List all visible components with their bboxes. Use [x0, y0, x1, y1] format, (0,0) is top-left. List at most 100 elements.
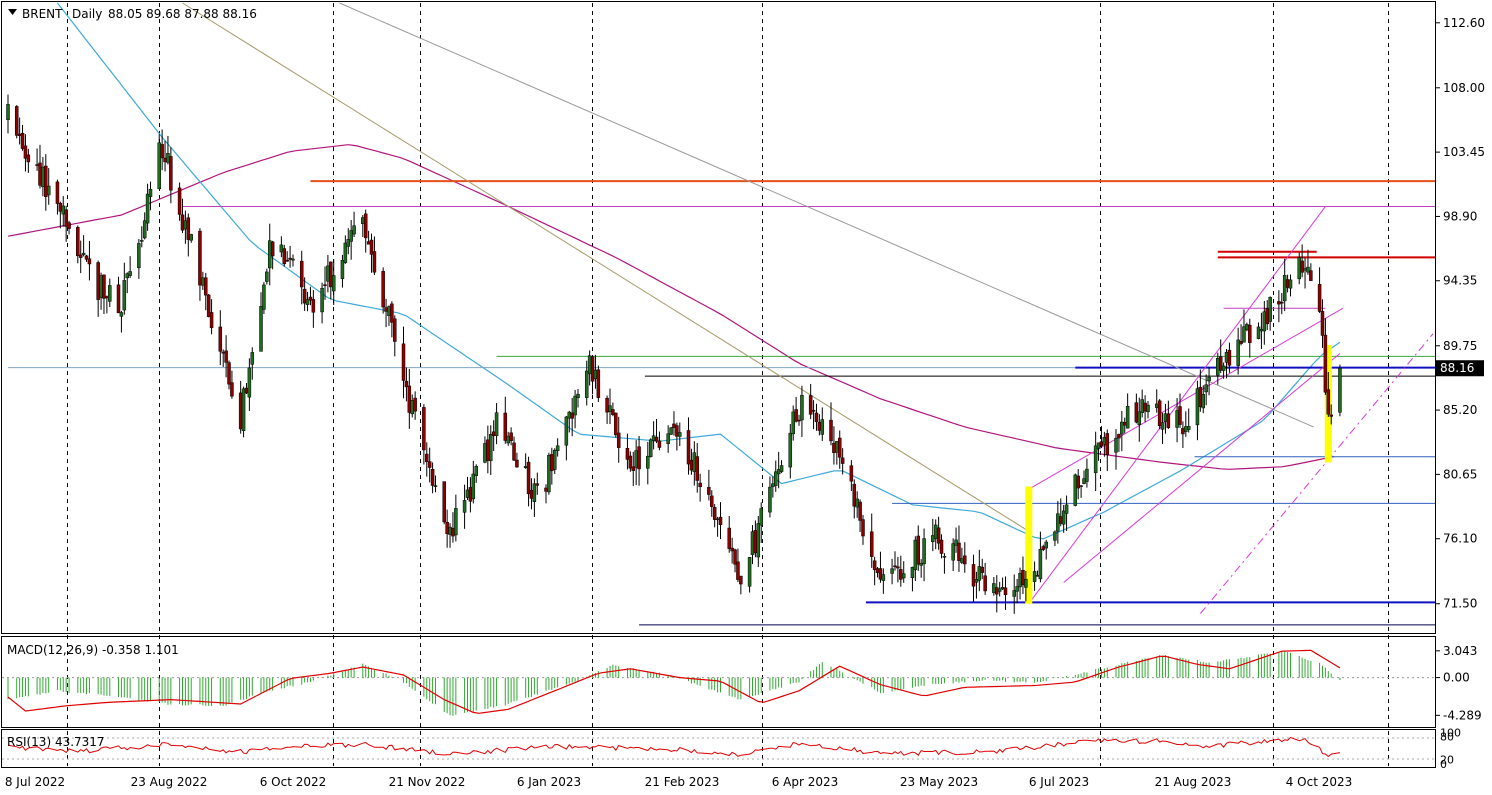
candle-body: [707, 486, 711, 495]
candle-body: [1216, 358, 1220, 376]
candle-body: [995, 587, 999, 595]
candle-body: [128, 271, 132, 276]
candle-body: [1000, 587, 1005, 590]
price-tick-label: 80.65: [1443, 467, 1477, 481]
candle-body: [666, 433, 670, 444]
timeframe-label: Daily: [72, 7, 102, 21]
candle-body: [977, 566, 982, 581]
candle-body: [570, 412, 574, 419]
candle-body: [750, 531, 755, 555]
candle-body: [384, 307, 388, 312]
candle-body: [372, 251, 377, 273]
candle-body: [169, 156, 173, 191]
candle-body: [454, 508, 458, 536]
candle-body: [407, 385, 412, 413]
candle-body: [855, 498, 859, 508]
candle-body: [81, 252, 86, 255]
candle-body: [1184, 426, 1188, 432]
rsi-panel-frame: [1, 729, 1436, 768]
candle-body: [817, 422, 822, 431]
candle-body: [1288, 279, 1293, 289]
candle-body: [651, 435, 656, 441]
candle-body: [279, 244, 284, 253]
candle-body: [584, 370, 589, 398]
trend-line: [182, 2, 1032, 534]
candle-body: [1134, 402, 1139, 423]
candle-body: [727, 527, 731, 549]
rsi-label: RSI(13) 43.7317: [7, 735, 105, 749]
candle-body: [983, 575, 987, 592]
candle-body: [84, 255, 89, 260]
candle-body: [628, 455, 633, 469]
candle-body: [55, 181, 60, 204]
triangle-down-icon[interactable]: [8, 9, 17, 15]
candle-body: [369, 239, 374, 255]
candle-body: [102, 274, 106, 299]
candle-body: [1338, 367, 1342, 413]
candle-body: [1012, 590, 1016, 597]
time-axis-label: 6 Apr 2023: [772, 775, 839, 789]
candle-body: [299, 260, 304, 288]
candle-body: [160, 144, 164, 159]
candle-body: [808, 395, 813, 415]
candle-body: [590, 356, 595, 382]
candle-body: [552, 449, 557, 470]
candle-body: [445, 521, 449, 535]
candle-body: [58, 202, 63, 212]
candle-body: [241, 388, 246, 431]
drawn-levels-and-trendlines: [8, 2, 1435, 626]
candle-body: [756, 523, 761, 558]
candle-body: [625, 447, 630, 460]
candle-body: [166, 153, 170, 163]
price-tick-label: 71.50: [1443, 597, 1477, 611]
candle-body: [1059, 516, 1063, 524]
candle-body: [20, 132, 25, 149]
candle-body: [76, 227, 80, 257]
candle-body: [302, 288, 307, 304]
candle-body: [1218, 356, 1223, 371]
candle-body: [512, 442, 516, 461]
candle-body: [1256, 326, 1261, 339]
candle-body: [881, 574, 886, 581]
candle-body: [218, 326, 223, 352]
candle-body: [1076, 475, 1080, 489]
candle-body: [634, 450, 638, 468]
candle-body: [916, 535, 921, 565]
candle-body: [1329, 414, 1333, 417]
candle-body: [1300, 260, 1304, 273]
candle-body: [122, 280, 127, 311]
candle-body: [1120, 421, 1124, 435]
price-tick-label: 94.35: [1443, 274, 1477, 288]
candle-body: [404, 380, 409, 388]
candle-body: [997, 588, 1002, 592]
candle-body: [1178, 406, 1182, 425]
candle-body: [747, 557, 752, 587]
ohlc-readout: 88.05 89.68 87.88 88.16: [108, 7, 257, 21]
candle-body: [1064, 504, 1069, 514]
candle-body: [675, 425, 679, 437]
candle-body: [390, 303, 394, 323]
candle-body: [715, 518, 720, 521]
candle-body: [835, 441, 839, 453]
candle-body: [1236, 339, 1240, 366]
candle-body: [1056, 513, 1060, 532]
candle-body: [1140, 399, 1144, 413]
candle-body: [550, 454, 554, 472]
candle-body: [608, 405, 612, 413]
macd-indicator: 3.043 0.00 -4.289: [2, 644, 1482, 722]
candle-body: [157, 142, 161, 190]
candle-body: [1053, 531, 1057, 541]
candle-body: [788, 432, 793, 468]
time-axis-label: 21 Feb 2023: [645, 775, 720, 789]
candle-body: [695, 456, 699, 481]
candle-body: [67, 222, 71, 229]
candle-body: [285, 259, 289, 262]
candle-body: [840, 457, 845, 464]
candle-body: [596, 369, 601, 398]
candle-body: [532, 483, 537, 502]
candle-body: [87, 258, 92, 265]
price-tick-label: 108.00: [1443, 81, 1485, 95]
rsi-line: [7, 736, 1340, 758]
candle-body: [832, 442, 836, 453]
